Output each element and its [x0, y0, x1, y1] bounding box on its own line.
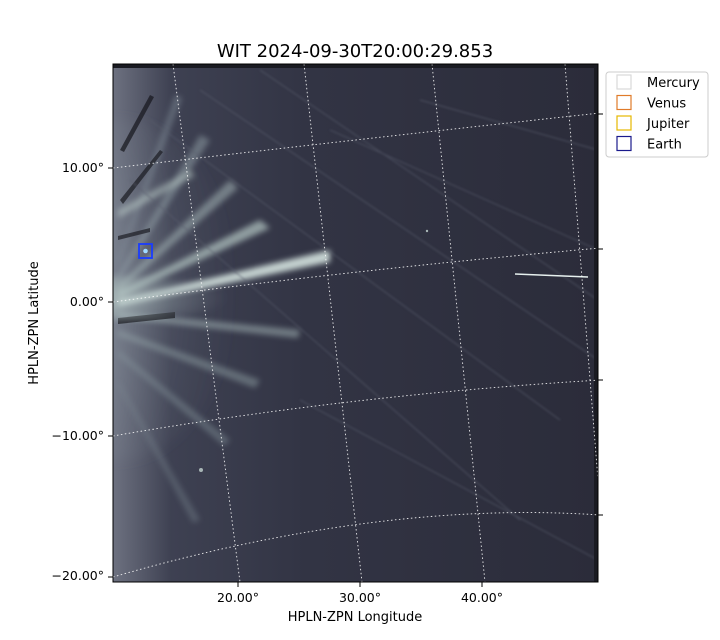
legend-label-earth: Earth [647, 138, 682, 153]
legend-label-mercury: Mercury [647, 76, 700, 91]
plot-frame [112, 63, 599, 583]
legend: Mercury Venus Jupiter Earth [605, 71, 709, 158]
chart-title: WIT 2024-09-30T20:00:29.853 [217, 41, 493, 62]
solar-wind-image [113, 64, 598, 582]
y-tick-label: −10.00° [51, 428, 104, 443]
legend-label-venus: Venus [647, 97, 686, 112]
legend-swatch-venus [616, 94, 632, 111]
x-axis-label: HPLN-ZPN Longitude [288, 610, 423, 625]
x-tick-label: 40.00° [461, 590, 503, 605]
earth-marker [138, 243, 153, 259]
legend-swatch-earth [616, 135, 632, 152]
x-tick-label: 20.00° [217, 590, 259, 605]
y-axis-label: HPLN-ZPN Latitude [27, 261, 42, 384]
legend-swatch-mercury [616, 74, 632, 90]
comet-streak [514, 273, 589, 278]
legend-swatch-jupiter [616, 115, 632, 131]
y-tick-label: 0.00° [70, 294, 104, 309]
y-tick-label: −20.00° [51, 568, 104, 583]
y-tick-label: 10.00° [62, 160, 104, 175]
x-tick-label: 30.00° [339, 590, 381, 605]
coordinate-grid [113, 64, 598, 582]
legend-label-jupiter: Jupiter [646, 117, 690, 132]
right-ticks [598, 113, 603, 516]
